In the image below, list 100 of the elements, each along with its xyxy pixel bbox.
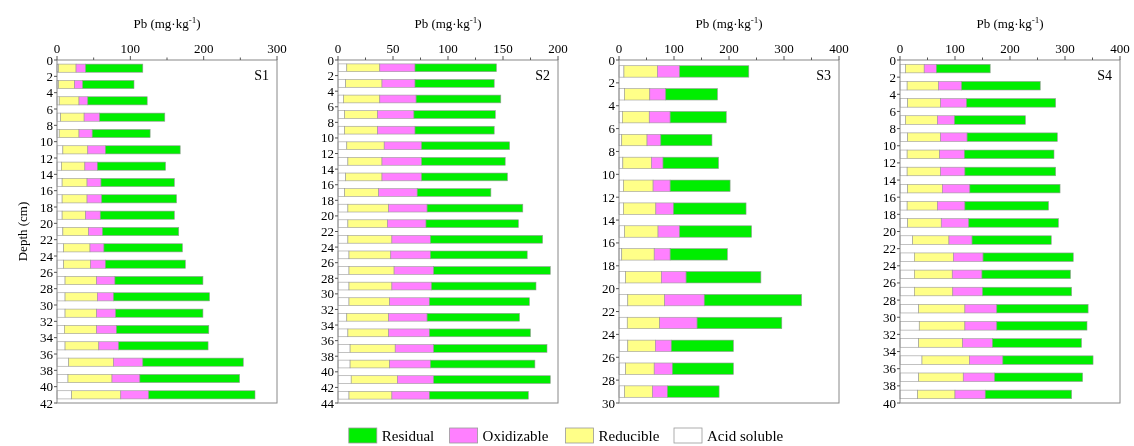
y-tick-label: 12 bbox=[602, 189, 615, 205]
y-tick-label: 6 bbox=[46, 101, 54, 117]
legend-label: Residual bbox=[381, 428, 435, 444]
y-tick-label: 2 bbox=[608, 75, 615, 91]
y-tick-label: 18 bbox=[321, 192, 334, 208]
y-tick-label: 16 bbox=[883, 189, 897, 205]
y-tick-label: 10 bbox=[40, 134, 53, 150]
x-tick-label: 300 bbox=[267, 41, 287, 56]
y-tick-label: 18 bbox=[883, 206, 896, 222]
legend-label: Oxidizable bbox=[482, 428, 549, 444]
y-tick-label: 18 bbox=[40, 199, 53, 215]
y-tick-label: 22 bbox=[602, 304, 615, 320]
y-tick-label: 2 bbox=[327, 68, 334, 84]
y-tick-label: 20 bbox=[602, 281, 615, 297]
y-tick-label: 16 bbox=[321, 177, 335, 193]
y-tick-label: 20 bbox=[40, 215, 53, 231]
y-tick-label: 40 bbox=[883, 395, 896, 411]
y-tick-label: 26 bbox=[321, 255, 335, 271]
y-axis-title: Depth (cm) bbox=[15, 201, 30, 262]
y-tick-label: 8 bbox=[889, 121, 896, 137]
y-tick-label: 38 bbox=[883, 378, 896, 394]
x-tick-label: 200 bbox=[719, 41, 739, 56]
y-tick-label: 42 bbox=[321, 379, 334, 395]
y-tick-label: 10 bbox=[883, 138, 896, 154]
y-tick-label: 2 bbox=[889, 69, 896, 85]
y-tick-label: 28 bbox=[883, 292, 896, 308]
y-tick-label: 4 bbox=[46, 85, 54, 101]
y-tick-label: 0 bbox=[46, 52, 53, 68]
y-tick-label: 30 bbox=[883, 309, 896, 325]
y-tick-label: 8 bbox=[46, 117, 53, 133]
y-tick-label: 28 bbox=[40, 281, 53, 297]
y-tick-label: 14 bbox=[321, 161, 335, 177]
y-tick-label: 4 bbox=[327, 83, 335, 99]
x-tick-label: 100 bbox=[438, 41, 458, 56]
y-tick-label: 24 bbox=[321, 239, 335, 255]
legend-label: Reducible bbox=[598, 428, 660, 444]
y-tick-label: 10 bbox=[321, 130, 334, 146]
annotation: S2 bbox=[535, 68, 550, 83]
y-tick-label: 2 bbox=[46, 68, 53, 84]
x-tick-label: 50 bbox=[386, 41, 400, 56]
y-tick-label: 18 bbox=[602, 258, 615, 274]
y-tick-label: 12 bbox=[321, 146, 334, 162]
y-tick-label: 14 bbox=[40, 166, 54, 182]
y-tick-label: 12 bbox=[40, 150, 53, 166]
y-tick-label: 14 bbox=[602, 212, 616, 228]
y-tick-label: 26 bbox=[602, 349, 616, 365]
x-tick-label: 400 bbox=[1110, 41, 1130, 56]
x-tick-label: 300 bbox=[1055, 41, 1075, 56]
y-tick-label: 26 bbox=[40, 264, 54, 280]
y-tick-label: 24 bbox=[883, 258, 897, 274]
y-tick-label: 40 bbox=[321, 364, 334, 380]
annotation: S1 bbox=[254, 68, 269, 83]
y-tick-label: 16 bbox=[40, 183, 54, 199]
y-tick-label: 42 bbox=[40, 395, 53, 411]
x-tick-label: 100 bbox=[664, 41, 684, 56]
y-tick-label: 44 bbox=[321, 395, 335, 411]
y-tick-label: 34 bbox=[321, 317, 335, 333]
y-tick-label: 4 bbox=[889, 86, 897, 102]
y-tick-label: 38 bbox=[40, 362, 53, 378]
x-tick-label: 200 bbox=[193, 41, 214, 56]
y-tick-label: 32 bbox=[40, 313, 53, 329]
y-tick-label: 4 bbox=[608, 98, 616, 114]
y-tick-label: 36 bbox=[883, 361, 897, 377]
y-tick-label: 40 bbox=[40, 379, 53, 395]
x-tick-label: 150 bbox=[493, 41, 513, 56]
x-axis-title: Pb (mg·kg$^{-1}$) bbox=[133, 15, 201, 31]
y-tick-label: 0 bbox=[327, 52, 334, 68]
x-axis-title: Pb (mg·kg$^{-1}$) bbox=[695, 15, 763, 31]
y-tick-label: 8 bbox=[327, 114, 334, 130]
annotation: S4 bbox=[1097, 68, 1112, 83]
y-tick-label: 28 bbox=[321, 270, 334, 286]
y-tick-label: 20 bbox=[883, 224, 896, 239]
y-tick-label: 26 bbox=[883, 275, 897, 291]
y-tick-label: 34 bbox=[40, 330, 54, 346]
y-tick-label: 36 bbox=[40, 346, 54, 362]
y-tick-label: 6 bbox=[889, 103, 897, 119]
y-tick-label: 24 bbox=[602, 326, 616, 342]
x-axis-title: Pb (mg·kg$^{-1}$) bbox=[976, 15, 1044, 31]
y-tick-label: 6 bbox=[327, 99, 335, 115]
y-tick-label: 28 bbox=[602, 372, 615, 388]
x-axis-title: Pb (mg·kg$^{-1}$) bbox=[414, 15, 482, 31]
y-tick-label: 30 bbox=[321, 286, 334, 302]
legend-label: Acid soluble bbox=[707, 428, 784, 444]
annotation: S3 bbox=[816, 68, 831, 83]
y-tick-label: 22 bbox=[883, 241, 896, 257]
y-tick-label: 22 bbox=[40, 232, 53, 248]
y-tick-label: 24 bbox=[40, 248, 54, 264]
x-tick-label: 400 bbox=[829, 41, 849, 56]
x-tick-label: 200 bbox=[1000, 41, 1020, 56]
y-tick-label: 10 bbox=[602, 166, 615, 182]
x-tick-label: 300 bbox=[774, 41, 794, 56]
y-tick-label: 14 bbox=[883, 172, 897, 188]
y-tick-label: 16 bbox=[602, 235, 616, 251]
y-tick-label: 12 bbox=[883, 155, 896, 171]
y-tick-label: 20 bbox=[321, 208, 334, 224]
y-tick-label: 22 bbox=[321, 224, 334, 239]
x-tick-label: 200 bbox=[548, 41, 568, 56]
y-tick-label: 32 bbox=[321, 301, 334, 317]
y-tick-label: 0 bbox=[889, 52, 896, 68]
y-tick-label: 32 bbox=[883, 326, 896, 342]
